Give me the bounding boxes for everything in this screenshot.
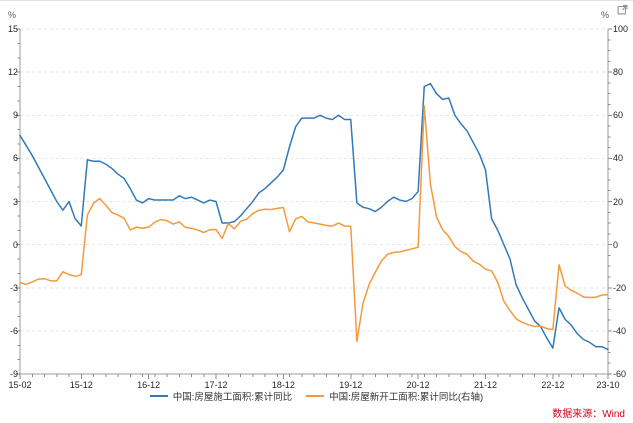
right-axis-tick-label: 20 xyxy=(613,196,624,207)
legend-swatch-new-starts-area xyxy=(306,395,325,397)
right-axis-tick-label: 100 xyxy=(613,24,629,34)
right-axis-tick-label: 0 xyxy=(613,239,619,250)
x-axis-tick-label: 18-12 xyxy=(271,380,295,390)
right-axis-unit-label: % xyxy=(601,10,610,20)
left-axis-tick-label: 12 xyxy=(7,67,18,78)
x-axis-tick-label: 22-12 xyxy=(541,380,565,390)
legend-swatch-construction-area xyxy=(149,395,168,397)
x-axis-tick-label: 15-02 xyxy=(8,380,32,390)
left-axis-tick-label: 9 xyxy=(12,110,18,121)
legend: 中国:房屋施工面积:累计同比 中国:房屋新开工面积:累计同比(右轴) xyxy=(0,389,633,403)
left-axis-tick-label: -3 xyxy=(9,282,18,293)
right-axis-tick-label: -60 xyxy=(613,369,627,379)
left-axis-tick-label: 3 xyxy=(12,196,18,207)
legend-item-construction-area[interactable]: 中国:房屋施工面积:累计同比 xyxy=(149,389,293,403)
legend-label-construction-area: 中国:房屋施工面积:累计同比 xyxy=(172,392,293,403)
right-axis-tick-label: -20 xyxy=(613,282,627,293)
legend-label-new-starts-area: 中国:房屋新开工面积:累计同比(右轴) xyxy=(329,392,484,403)
x-axis-tick-label: 21-12 xyxy=(473,380,498,390)
x-axis-tick-label: 15-12 xyxy=(69,380,93,390)
right-axis-tick-label: 40 xyxy=(613,153,624,164)
right-axis-tick-label: 60 xyxy=(613,110,624,121)
right-axis-tick-label: 80 xyxy=(613,67,624,78)
x-axis-tick-label: 19-12 xyxy=(339,380,363,390)
left-axis-tick-label: 0 xyxy=(12,239,18,250)
left-axis-tick-label: 6 xyxy=(12,153,18,164)
right-axis-tick-label: -40 xyxy=(613,325,627,336)
left-axis-tick-label: 15 xyxy=(7,24,18,34)
series-line-1[interactable] xyxy=(19,105,609,343)
x-axis-tick-label: 23-10 xyxy=(596,380,620,390)
x-axis-tick-label: 20-12 xyxy=(406,380,430,390)
series-line-0[interactable] xyxy=(19,82,609,351)
x-axis-tick-label: 17-12 xyxy=(204,380,228,390)
left-axis-tick-label: -6 xyxy=(9,325,18,336)
legend-item-new-starts-area[interactable]: 中国:房屋新开工面积:累计同比(右轴) xyxy=(306,389,483,403)
left-axis-tick-label: -9 xyxy=(9,369,18,379)
external-link-icon[interactable] xyxy=(617,4,628,15)
x-axis-tick-label: 16-12 xyxy=(137,380,161,390)
data-source-note: 数据来源：Wind xyxy=(552,409,625,420)
left-axis-unit-label: % xyxy=(8,10,17,20)
